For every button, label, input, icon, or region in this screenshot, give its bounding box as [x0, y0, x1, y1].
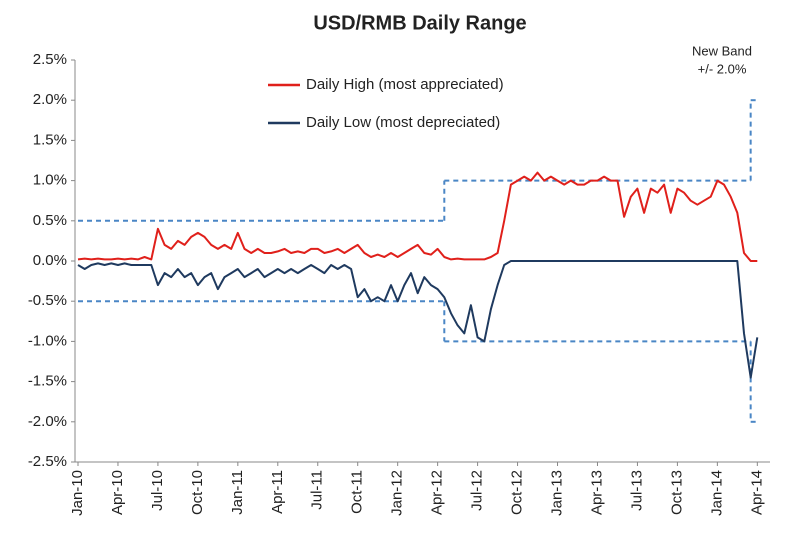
annotation: New Band — [692, 43, 752, 58]
x-tick-label: Jan-11 — [229, 470, 246, 515]
x-tick-label: Jul-10 — [149, 470, 166, 511]
x-tick-label: Jan-10 — [69, 470, 86, 516]
x-tick-label: Jan-12 — [389, 470, 406, 516]
x-tick-label: Apr-12 — [429, 470, 446, 515]
y-tick-label: 0.5% — [33, 212, 67, 229]
legend-label: Daily Low (most depreciated) — [306, 114, 500, 131]
y-tick-label: -1.0% — [28, 332, 67, 349]
x-tick-label: Apr-14 — [748, 470, 765, 515]
series-line — [77, 260, 759, 379]
x-tick-label: Apr-13 — [588, 470, 605, 515]
y-tick-label: -2.0% — [28, 413, 67, 430]
y-tick-label: 1.5% — [33, 131, 67, 148]
x-tick-label: Jan-13 — [548, 470, 565, 516]
x-tick-label: Jul-11 — [309, 470, 326, 510]
y-tick-label: -0.5% — [28, 292, 67, 309]
x-tick-label: Apr-10 — [109, 470, 126, 515]
y-tick-label: 2.0% — [33, 91, 67, 108]
x-tick-label: Jul-12 — [469, 470, 486, 511]
series-line — [77, 171, 758, 262]
x-tick-label: Jul-13 — [628, 470, 645, 511]
annotation: +/- 2.0% — [698, 61, 747, 76]
y-tick-label: -2.5% — [28, 453, 67, 470]
y-tick-label: -1.5% — [28, 373, 67, 390]
legend-label: Daily High (most appreciated) — [306, 76, 504, 93]
y-tick-label: 2.5% — [33, 51, 67, 68]
x-tick-label: Jan-14 — [708, 470, 725, 516]
x-tick-label: Apr-11 — [269, 470, 286, 514]
y-tick-label: 0.0% — [33, 252, 67, 269]
chart-title: USD/RMB Daily Range — [313, 12, 526, 34]
x-tick-label: Oct-10 — [189, 470, 206, 515]
x-tick-label: Oct-12 — [509, 470, 526, 515]
x-tick-label: Oct-13 — [668, 470, 685, 515]
y-tick-label: 1.0% — [33, 172, 67, 189]
x-tick-label: Oct-11 — [349, 470, 366, 514]
